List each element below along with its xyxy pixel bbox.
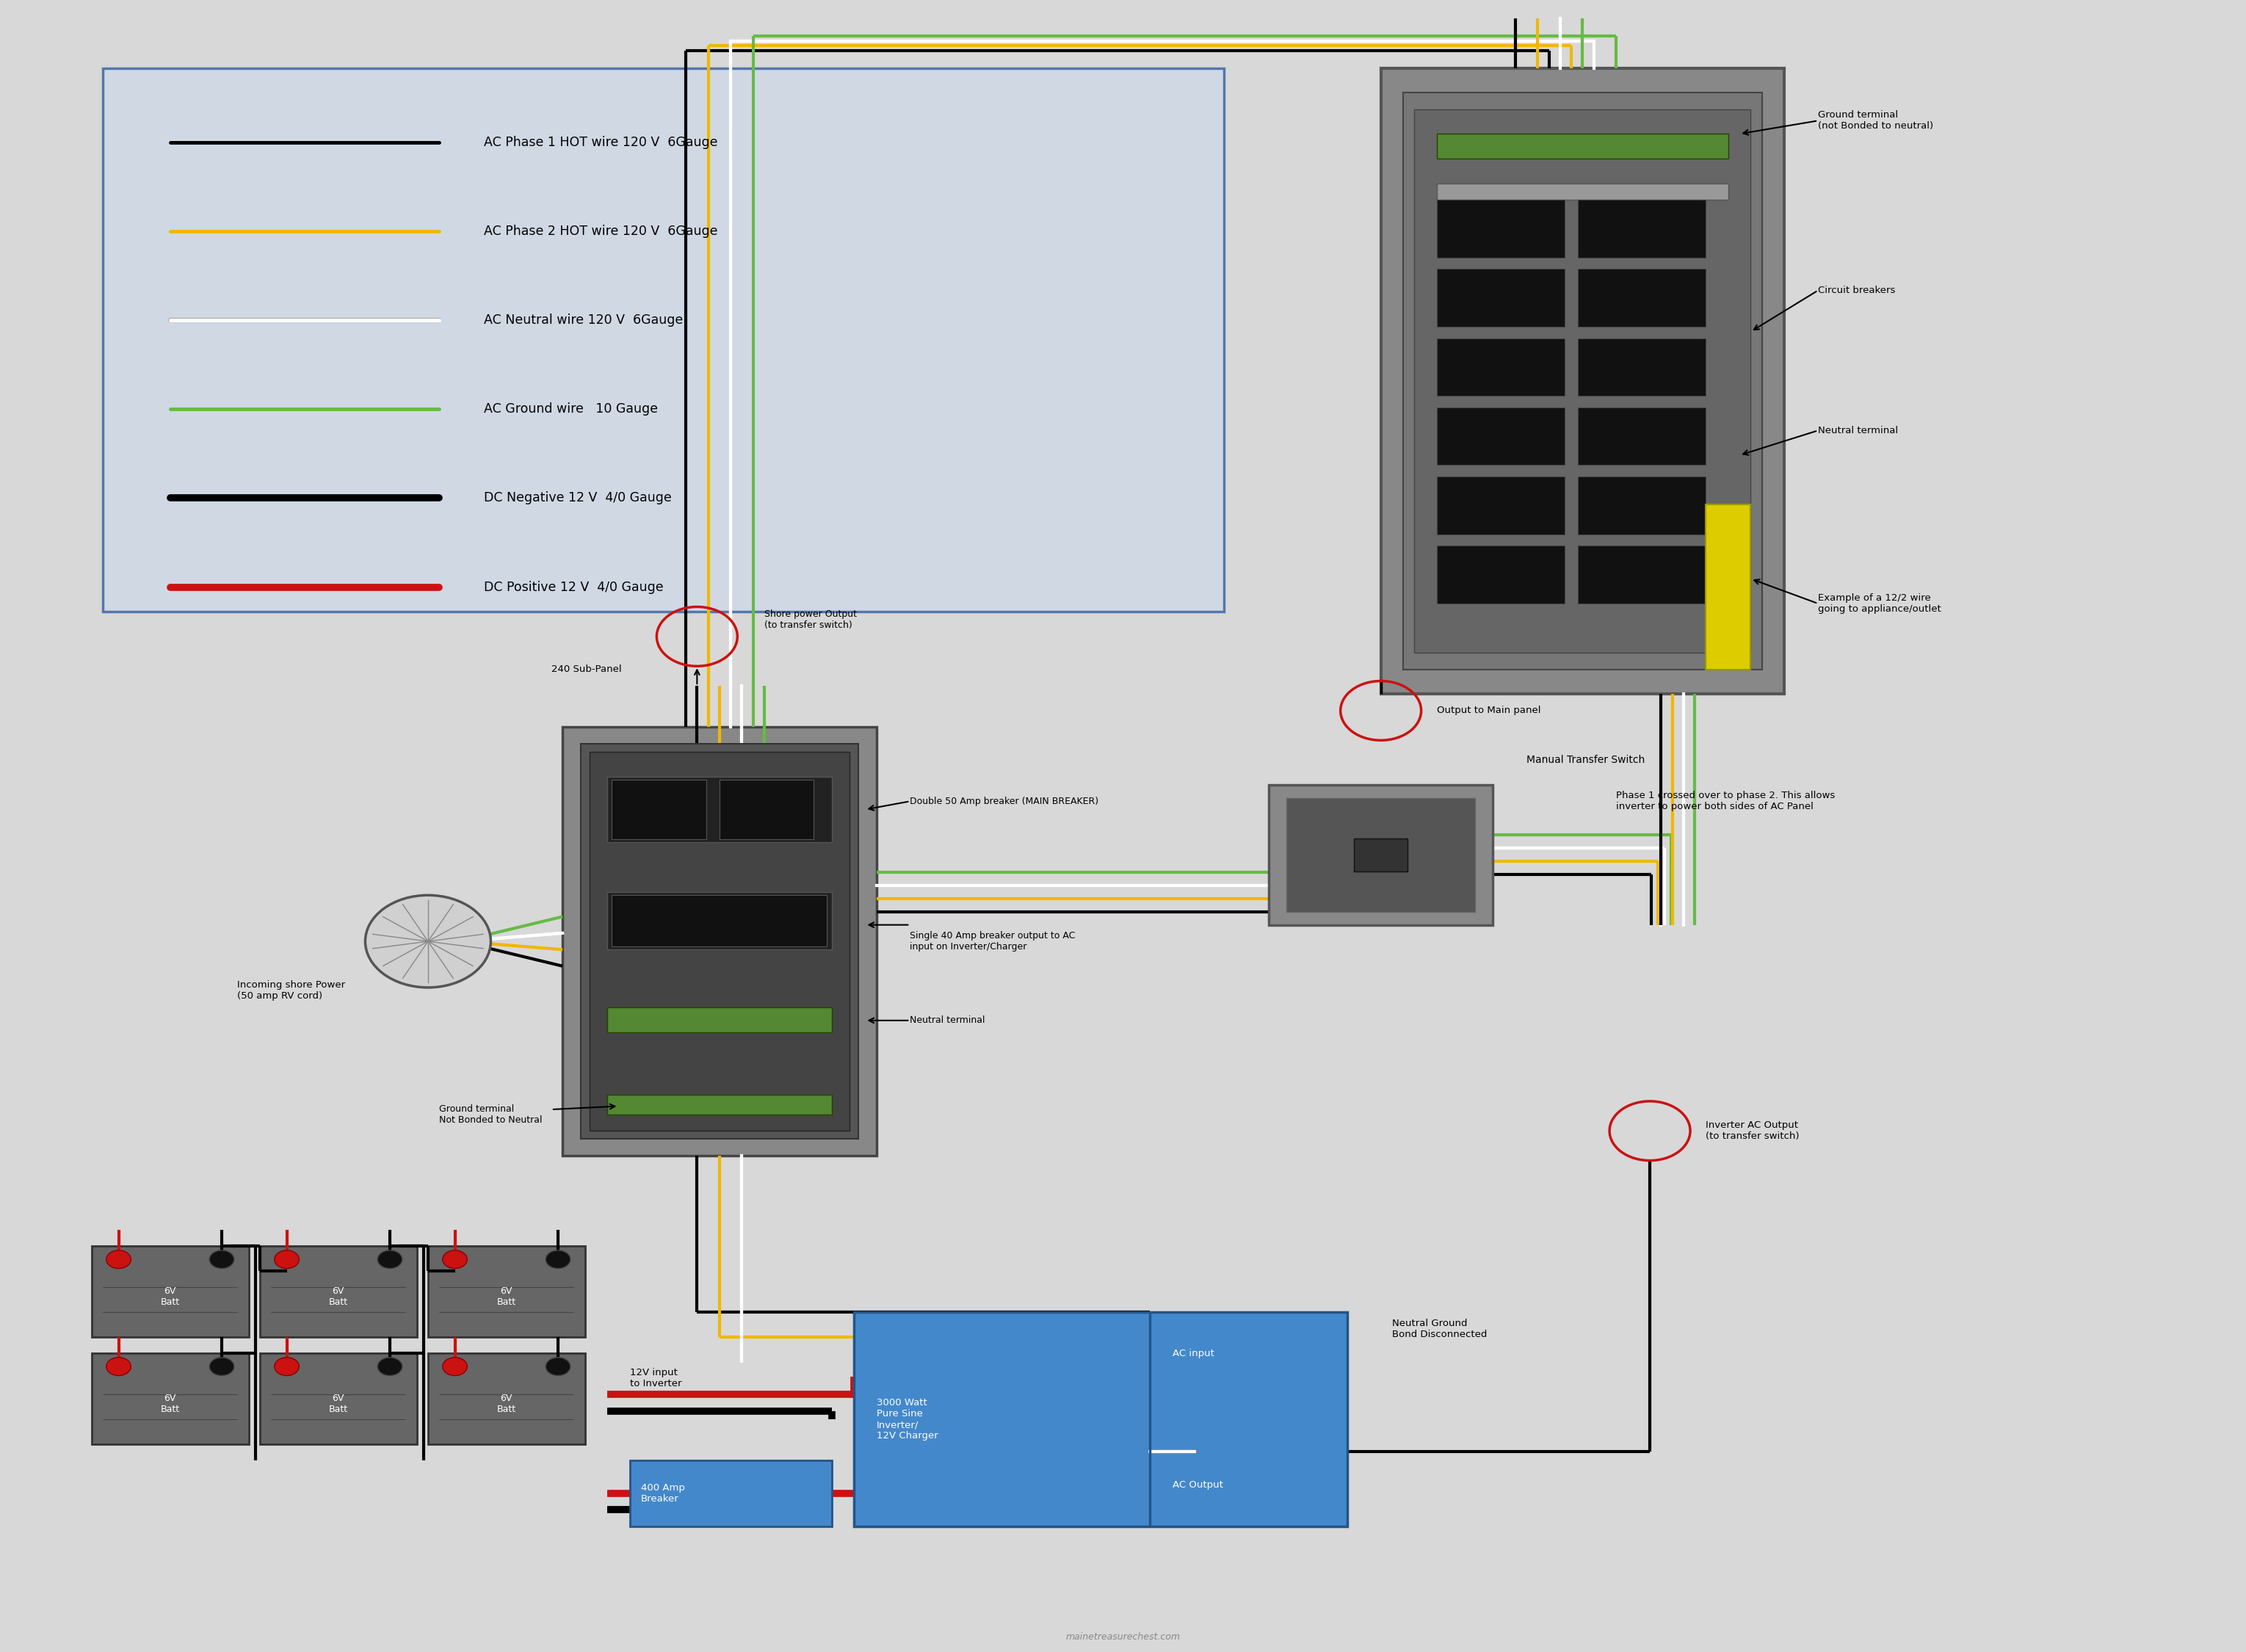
Bar [1579,477,1707,534]
Text: Neutral terminal: Neutral terminal [1817,426,1898,434]
Bar [261,1246,418,1336]
Bar [1707,504,1750,669]
Circle shape [442,1251,467,1269]
Bar [1437,477,1565,534]
Text: Double 50 Amp breaker (MAIN BREAKER): Double 50 Amp breaker (MAIN BREAKER) [910,796,1098,806]
Text: 6V
Batt: 6V Batt [328,1287,348,1307]
Bar [611,780,705,839]
Text: AC Neutral wire 120 V  6Gauge: AC Neutral wire 120 V 6Gauge [485,314,683,327]
Bar [92,1246,249,1336]
Text: Example of a 12/2 wire
going to appliance/outlet: Example of a 12/2 wire going to applianc… [1817,593,1941,615]
Bar [606,1095,831,1115]
Circle shape [274,1251,299,1269]
Circle shape [209,1358,234,1376]
Bar [562,727,876,1156]
Bar [1437,339,1565,396]
Bar [1579,200,1707,258]
Circle shape [546,1251,570,1269]
Text: 6V
Batt: 6V Batt [162,1287,180,1307]
Bar [429,1246,584,1336]
Bar [1437,545,1565,603]
Bar [1579,339,1707,396]
Bar [261,1353,418,1444]
Text: DC Positive 12 V  4/0 Gauge: DC Positive 12 V 4/0 Gauge [485,580,663,593]
Bar [1437,134,1729,159]
Text: AC Output: AC Output [1172,1480,1222,1490]
Bar [719,780,813,839]
Text: Ground terminal
(not Bonded to neutral): Ground terminal (not Bonded to neutral) [1817,111,1934,131]
Bar [1404,93,1761,669]
Circle shape [442,1358,467,1376]
Bar [611,895,827,947]
Bar [1579,269,1707,327]
Text: Neutral Ground
Bond Disconnected: Neutral Ground Bond Disconnected [1393,1318,1487,1338]
Bar [1579,545,1707,603]
Text: Inverter AC Output
(to transfer switch): Inverter AC Output (to transfer switch) [1707,1120,1799,1142]
Text: 6V
Batt: 6V Batt [496,1287,517,1307]
Circle shape [106,1251,130,1269]
Text: Ground terminal
Not Bonded to Neutral: Ground terminal Not Bonded to Neutral [440,1104,541,1125]
Text: AC Phase 2 HOT wire 120 V  6Gauge: AC Phase 2 HOT wire 120 V 6Gauge [485,225,719,238]
Text: 6V
Batt: 6V Batt [328,1393,348,1414]
Bar [1579,408,1707,466]
Bar [103,68,1224,611]
Bar [1437,269,1565,327]
Bar [1269,785,1494,925]
Text: Manual Transfer Switch: Manual Transfer Switch [1527,755,1644,765]
Bar [606,892,831,950]
Text: 400 Amp
Breaker: 400 Amp Breaker [640,1483,685,1503]
Text: Circuit breakers: Circuit breakers [1817,286,1896,296]
Bar [1381,68,1783,694]
Bar [1415,109,1750,653]
Text: DC Negative 12 V  4/0 Gauge: DC Negative 12 V 4/0 Gauge [485,491,672,504]
Text: AC Ground wire   10 Gauge: AC Ground wire 10 Gauge [485,403,658,416]
Text: Neutral terminal: Neutral terminal [910,1016,986,1026]
Text: 6V
Batt: 6V Batt [162,1393,180,1414]
Text: Single 40 Amp breaker output to AC
input on Inverter/Charger: Single 40 Amp breaker output to AC input… [910,932,1076,952]
Bar [1354,838,1408,871]
Bar [92,1353,249,1444]
Text: AC input: AC input [1172,1348,1215,1358]
Circle shape [106,1358,130,1376]
Circle shape [377,1251,402,1269]
Bar [606,1008,831,1032]
Circle shape [209,1251,234,1269]
Text: Incoming shore Power
(50 amp RV cord): Incoming shore Power (50 amp RV cord) [238,981,346,1001]
Bar [606,776,831,843]
Text: Phase 1 crossed over to phase 2. This allows
inverter to power both sides of AC : Phase 1 crossed over to phase 2. This al… [1617,791,1835,811]
Circle shape [546,1358,570,1376]
Text: mainetreasurechest.com: mainetreasurechest.com [1067,1632,1179,1642]
Text: Output to Main panel: Output to Main panel [1437,705,1541,715]
Bar [1437,183,1729,200]
Text: 6V
Batt: 6V Batt [496,1393,517,1414]
Text: 240 Sub-Panel: 240 Sub-Panel [550,664,622,674]
Bar [1287,798,1476,912]
Bar [588,752,849,1132]
Text: 3000 Watt
Pure Sine
Inverter/
12V Charger: 3000 Watt Pure Sine Inverter/ 12V Charge… [876,1398,939,1441]
Text: AC Phase 1 HOT wire 120 V  6Gauge: AC Phase 1 HOT wire 120 V 6Gauge [485,135,719,149]
Bar [853,1312,1348,1526]
Bar [629,1460,831,1526]
Bar [1437,408,1565,466]
Bar [1437,200,1565,258]
Circle shape [377,1358,402,1376]
Bar [579,743,858,1140]
Circle shape [366,895,492,988]
Bar [429,1353,584,1444]
Text: Shore power Output
(to transfer switch): Shore power Output (to transfer switch) [764,610,856,631]
Text: 12V input
to Inverter: 12V input to Inverter [629,1368,681,1388]
Circle shape [274,1358,299,1376]
